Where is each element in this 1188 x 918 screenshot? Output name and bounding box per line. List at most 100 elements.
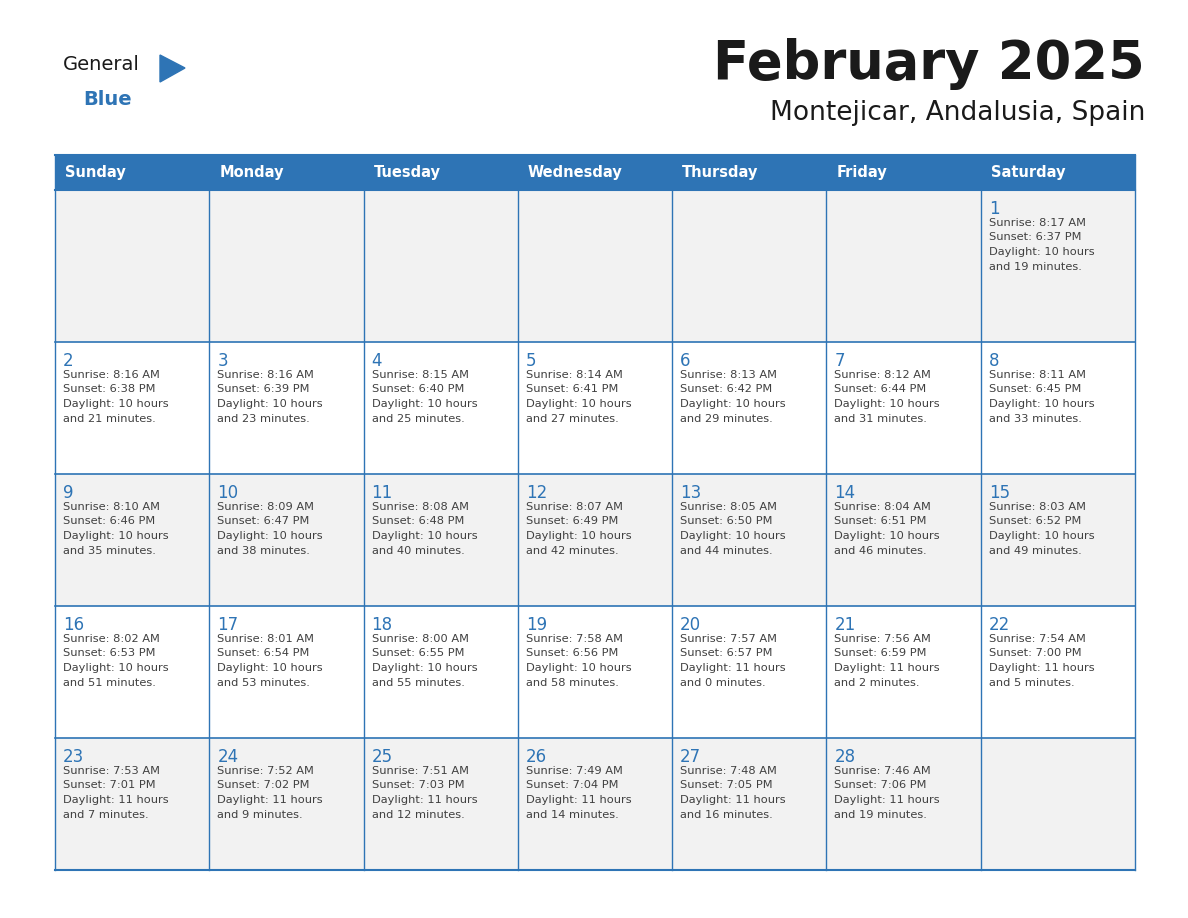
Text: Sunrise: 8:14 AM: Sunrise: 8:14 AM xyxy=(526,370,623,380)
Text: 20: 20 xyxy=(681,616,701,634)
Text: 4: 4 xyxy=(372,352,383,370)
Text: and 55 minutes.: and 55 minutes. xyxy=(372,677,465,688)
Text: Sunset: 6:41 PM: Sunset: 6:41 PM xyxy=(526,385,618,395)
Text: Sunrise: 8:04 AM: Sunrise: 8:04 AM xyxy=(834,502,931,512)
Text: 12: 12 xyxy=(526,484,548,502)
Text: Sunset: 7:00 PM: Sunset: 7:00 PM xyxy=(988,648,1081,658)
Text: Daylight: 11 hours: Daylight: 11 hours xyxy=(526,795,632,805)
Text: Sunrise: 7:49 AM: Sunrise: 7:49 AM xyxy=(526,766,623,776)
Text: Sunrise: 8:12 AM: Sunrise: 8:12 AM xyxy=(834,370,931,380)
Text: Daylight: 10 hours: Daylight: 10 hours xyxy=(834,531,940,541)
Text: Sunset: 6:54 PM: Sunset: 6:54 PM xyxy=(217,648,310,658)
Text: 24: 24 xyxy=(217,748,239,766)
Text: Tuesday: Tuesday xyxy=(373,165,441,180)
Text: and 19 minutes.: and 19 minutes. xyxy=(834,810,928,820)
Text: Daylight: 10 hours: Daylight: 10 hours xyxy=(63,399,169,409)
Text: Daylight: 11 hours: Daylight: 11 hours xyxy=(681,795,785,805)
Text: Sunrise: 7:46 AM: Sunrise: 7:46 AM xyxy=(834,766,931,776)
Text: and 46 minutes.: and 46 minutes. xyxy=(834,545,927,555)
Text: Sunset: 6:37 PM: Sunset: 6:37 PM xyxy=(988,232,1081,242)
Text: 25: 25 xyxy=(372,748,393,766)
Text: Sunset: 6:57 PM: Sunset: 6:57 PM xyxy=(681,648,772,658)
Text: Sunrise: 8:02 AM: Sunrise: 8:02 AM xyxy=(63,634,160,644)
Text: Sunset: 7:03 PM: Sunset: 7:03 PM xyxy=(372,780,465,790)
Text: Sunrise: 7:58 AM: Sunrise: 7:58 AM xyxy=(526,634,623,644)
Text: Saturday: Saturday xyxy=(991,165,1066,180)
Text: Sunset: 6:47 PM: Sunset: 6:47 PM xyxy=(217,517,310,527)
Text: 15: 15 xyxy=(988,484,1010,502)
Text: Daylight: 10 hours: Daylight: 10 hours xyxy=(526,399,632,409)
Text: Daylight: 10 hours: Daylight: 10 hours xyxy=(681,531,785,541)
Text: 26: 26 xyxy=(526,748,546,766)
Text: 16: 16 xyxy=(63,616,84,634)
Text: Sunset: 6:49 PM: Sunset: 6:49 PM xyxy=(526,517,618,527)
Text: Daylight: 10 hours: Daylight: 10 hours xyxy=(372,663,478,673)
Text: Sunset: 6:44 PM: Sunset: 6:44 PM xyxy=(834,385,927,395)
Text: 10: 10 xyxy=(217,484,239,502)
Text: and 42 minutes.: and 42 minutes. xyxy=(526,545,619,555)
Text: Daylight: 10 hours: Daylight: 10 hours xyxy=(63,663,169,673)
Text: Daylight: 10 hours: Daylight: 10 hours xyxy=(217,663,323,673)
Text: and 23 minutes.: and 23 minutes. xyxy=(217,413,310,423)
Text: Sunset: 6:52 PM: Sunset: 6:52 PM xyxy=(988,517,1081,527)
Text: and 25 minutes.: and 25 minutes. xyxy=(372,413,465,423)
Text: Sunset: 6:45 PM: Sunset: 6:45 PM xyxy=(988,385,1081,395)
Text: Sunrise: 8:13 AM: Sunrise: 8:13 AM xyxy=(681,370,777,380)
Text: Monday: Monday xyxy=(220,165,284,180)
Text: Sunrise: 8:07 AM: Sunrise: 8:07 AM xyxy=(526,502,623,512)
Text: Sunset: 7:04 PM: Sunset: 7:04 PM xyxy=(526,780,619,790)
Text: and 53 minutes.: and 53 minutes. xyxy=(217,677,310,688)
Text: 19: 19 xyxy=(526,616,546,634)
Text: Sunrise: 8:00 AM: Sunrise: 8:00 AM xyxy=(372,634,468,644)
Bar xyxy=(55,342,1135,474)
Text: Sunrise: 8:16 AM: Sunrise: 8:16 AM xyxy=(217,370,314,380)
Text: Daylight: 10 hours: Daylight: 10 hours xyxy=(217,531,323,541)
Text: 2: 2 xyxy=(63,352,74,370)
Text: 27: 27 xyxy=(681,748,701,766)
Text: Daylight: 11 hours: Daylight: 11 hours xyxy=(834,795,940,805)
Text: Sunset: 6:53 PM: Sunset: 6:53 PM xyxy=(63,648,156,658)
Text: February 2025: February 2025 xyxy=(713,38,1145,90)
Text: Sunset: 6:42 PM: Sunset: 6:42 PM xyxy=(681,385,772,395)
Text: Sunrise: 8:16 AM: Sunrise: 8:16 AM xyxy=(63,370,160,380)
Text: and 9 minutes.: and 9 minutes. xyxy=(217,810,303,820)
Text: Thursday: Thursday xyxy=(682,165,758,180)
Text: Sunrise: 7:57 AM: Sunrise: 7:57 AM xyxy=(681,634,777,644)
Text: 28: 28 xyxy=(834,748,855,766)
Text: 17: 17 xyxy=(217,616,239,634)
Text: Daylight: 11 hours: Daylight: 11 hours xyxy=(372,795,478,805)
Bar xyxy=(55,606,1135,738)
Text: Daylight: 11 hours: Daylight: 11 hours xyxy=(217,795,323,805)
Text: Sunrise: 7:56 AM: Sunrise: 7:56 AM xyxy=(834,634,931,644)
Text: 6: 6 xyxy=(681,352,690,370)
Text: Daylight: 10 hours: Daylight: 10 hours xyxy=(988,531,1094,541)
Text: Sunrise: 8:09 AM: Sunrise: 8:09 AM xyxy=(217,502,315,512)
Text: Sunrise: 7:51 AM: Sunrise: 7:51 AM xyxy=(372,766,468,776)
Text: and 58 minutes.: and 58 minutes. xyxy=(526,677,619,688)
Text: Daylight: 11 hours: Daylight: 11 hours xyxy=(681,663,785,673)
Text: and 2 minutes.: and 2 minutes. xyxy=(834,677,920,688)
Text: and 51 minutes.: and 51 minutes. xyxy=(63,677,156,688)
Text: Sunset: 7:01 PM: Sunset: 7:01 PM xyxy=(63,780,156,790)
Text: 18: 18 xyxy=(372,616,393,634)
Text: 9: 9 xyxy=(63,484,74,502)
Text: and 21 minutes.: and 21 minutes. xyxy=(63,413,156,423)
Text: and 5 minutes.: and 5 minutes. xyxy=(988,677,1074,688)
Text: 11: 11 xyxy=(372,484,393,502)
Text: Sunrise: 8:11 AM: Sunrise: 8:11 AM xyxy=(988,370,1086,380)
Text: Daylight: 10 hours: Daylight: 10 hours xyxy=(834,399,940,409)
Text: Daylight: 10 hours: Daylight: 10 hours xyxy=(372,399,478,409)
Text: 13: 13 xyxy=(681,484,701,502)
Text: and 0 minutes.: and 0 minutes. xyxy=(681,677,766,688)
Text: Sunrise: 7:48 AM: Sunrise: 7:48 AM xyxy=(681,766,777,776)
Text: and 14 minutes.: and 14 minutes. xyxy=(526,810,619,820)
Text: 21: 21 xyxy=(834,616,855,634)
Text: General: General xyxy=(63,55,140,74)
Text: Daylight: 10 hours: Daylight: 10 hours xyxy=(217,399,323,409)
Text: Sunrise: 7:54 AM: Sunrise: 7:54 AM xyxy=(988,634,1086,644)
Text: and 29 minutes.: and 29 minutes. xyxy=(681,413,773,423)
Bar xyxy=(55,190,1135,342)
Text: and 19 minutes.: and 19 minutes. xyxy=(988,262,1081,272)
Text: 7: 7 xyxy=(834,352,845,370)
Bar xyxy=(55,474,1135,606)
